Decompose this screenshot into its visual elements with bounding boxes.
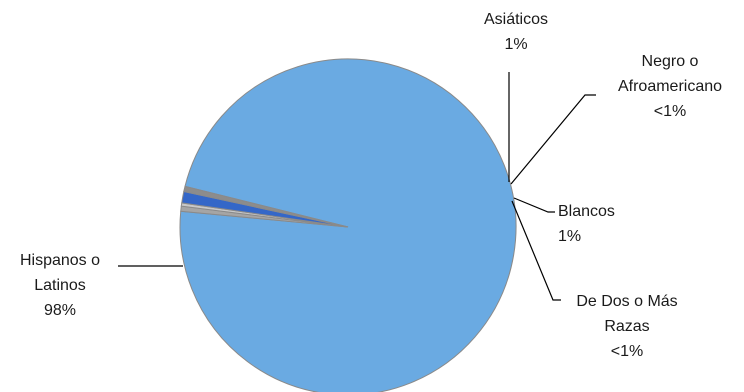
pie-slice (183, 185, 349, 228)
slice-label: De Dos o Más Razas <1% (576, 293, 677, 360)
slice-value-label: <1% (611, 343, 643, 360)
slice-labels: Hispanos o Latinos 98% Asiáticos 1% Negro o Af… (20, 11, 722, 360)
slice-name-label: Afroamericano (618, 78, 722, 95)
slice-name-label: Negro o (642, 53, 699, 70)
slice-name-label: Blancos (558, 203, 615, 220)
leader-lines (118, 72, 596, 301)
leader-line (510, 94, 596, 185)
slice-name-label: Razas (604, 318, 649, 335)
leader-line (513, 197, 555, 213)
leader-line (511, 200, 561, 301)
slice-label: Asiáticos 1% (484, 11, 548, 53)
slice-value-label: 1% (504, 36, 527, 53)
pie-slice (179, 58, 517, 392)
slice-value-label: <1% (654, 103, 686, 120)
pie-slices (179, 58, 517, 392)
slice-name-label: De Dos o Más (576, 293, 677, 310)
slice-value-label: 98% (44, 302, 76, 319)
slice-name-label: Hispanos o (20, 252, 100, 269)
slice-name-label: Latinos (34, 277, 86, 294)
slice-label: Hispanos o Latinos 98% (20, 252, 100, 319)
slice-value-label: 1% (558, 228, 581, 245)
slice-label: Blancos 1% (558, 203, 615, 245)
slice-name-label: Asiáticos (484, 11, 548, 28)
slice-label: Negro o Afroamericano <1% (618, 53, 722, 120)
